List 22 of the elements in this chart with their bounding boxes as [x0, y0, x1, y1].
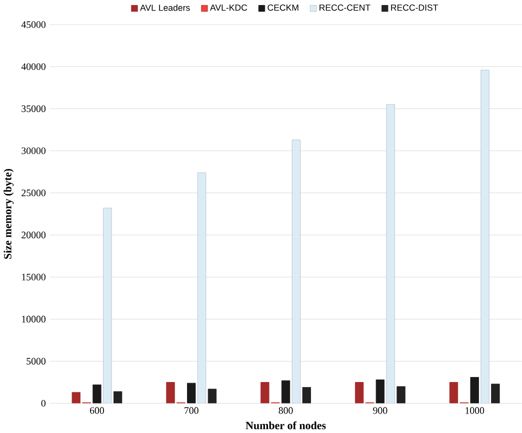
y-tick-label: 15000: [22, 274, 46, 280]
y-tick-label: 10000: [22, 316, 46, 323]
legend-label: RECC-DIST: [391, 4, 438, 11]
y-tick-label: 35000: [22, 105, 46, 112]
legend-label: AVL-KDC: [210, 4, 248, 11]
legend-label: CECKM: [268, 4, 298, 11]
x-axis-title: Number of nodes: [246, 421, 326, 430]
x-tick-label: 600: [90, 407, 104, 414]
y-tick-label: 5000: [26, 358, 46, 365]
legend-label: RECC-CENT: [320, 4, 370, 11]
legend-label: AVL Leaders: [140, 4, 190, 11]
x-tick-label: 800: [278, 407, 293, 414]
y-axis-title: Size memory (byte): [4, 169, 14, 259]
y-tick-label: 20000: [22, 232, 46, 238]
y-tick-label: 45000: [21, 21, 46, 28]
y-tick-label: 0: [41, 400, 46, 407]
y-tick-label: 40000: [21, 63, 46, 70]
x-tick-label: 900: [373, 407, 388, 414]
x-tick-label: 1000: [466, 407, 484, 414]
y-tick-label: 25000: [22, 190, 46, 196]
x-tick-label: 700: [184, 407, 198, 414]
y-tick-label: 30000: [22, 148, 46, 154]
